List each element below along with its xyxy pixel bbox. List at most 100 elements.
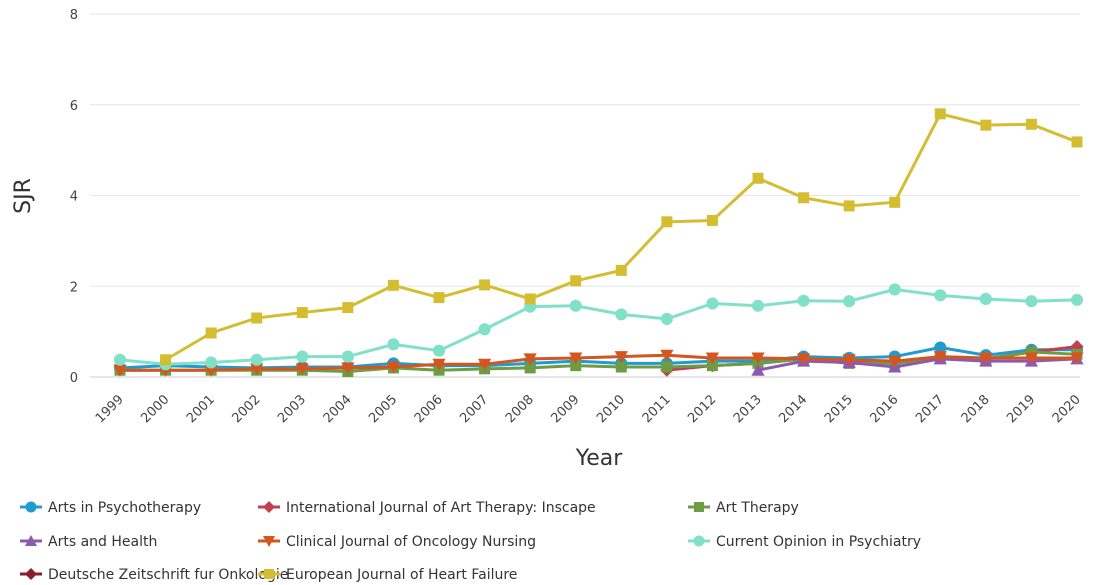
data-point[interactable] [570, 275, 582, 287]
legend-item[interactable]: Arts in Psychotherapy [20, 500, 201, 516]
data-point[interactable] [705, 352, 720, 365]
data-point[interactable] [113, 353, 127, 366]
data-point[interactable] [979, 352, 993, 365]
x-tick-label: 2014 [776, 392, 810, 426]
data-point[interactable] [706, 214, 718, 226]
data-point[interactable] [843, 295, 856, 308]
legend-marker[interactable] [693, 535, 705, 547]
data-point[interactable] [204, 364, 218, 377]
data-point[interactable] [251, 312, 263, 324]
data-point[interactable] [660, 312, 673, 325]
data-point[interactable] [798, 192, 810, 204]
data-point[interactable] [523, 353, 537, 366]
y-tick-label: 2 [70, 280, 78, 295]
data-point[interactable] [387, 338, 400, 351]
legend-item[interactable]: Deutsche Zeitschrift fur Onkologie [20, 567, 288, 583]
data-point[interactable] [1071, 136, 1083, 148]
data-point[interactable] [432, 344, 446, 357]
data-point[interactable] [432, 358, 446, 371]
data-point[interactable] [296, 350, 309, 363]
data-point[interactable] [433, 292, 445, 304]
data-point[interactable] [1070, 352, 1084, 365]
data-point[interactable] [387, 279, 399, 291]
legend-item[interactable]: Clinical Journal of Oncology Nursing [258, 534, 536, 550]
data-point[interactable] [615, 361, 627, 373]
data-point[interactable] [706, 360, 718, 372]
x-tick-label: 2015 [822, 392, 856, 426]
data-point[interactable] [1025, 346, 1037, 358]
y-tick-label: 6 [70, 99, 78, 114]
data-point[interactable] [478, 323, 491, 336]
data-point[interactable] [752, 172, 764, 184]
data-point[interactable] [113, 364, 127, 377]
data-point[interactable] [934, 108, 946, 120]
legend-item[interactable]: Current Opinion in Psychiatry [688, 534, 921, 550]
data-point[interactable] [934, 341, 947, 354]
x-tick-label: 2012 [685, 392, 719, 426]
data-point[interactable] [341, 362, 355, 375]
data-point[interactable] [296, 307, 308, 319]
data-point[interactable] [843, 200, 855, 212]
legend-marker[interactable] [25, 535, 37, 546]
data-point[interactable] [661, 216, 673, 228]
legend-marker[interactable] [25, 501, 37, 513]
data-point[interactable] [524, 293, 536, 305]
data-point[interactable] [615, 308, 628, 321]
x-tick-label: 1999 [93, 392, 127, 426]
data-point[interactable] [888, 283, 901, 296]
data-point[interactable] [524, 362, 536, 374]
data-point[interactable] [1070, 339, 1084, 354]
data-point[interactable] [386, 361, 401, 374]
x-tick-label: 2013 [731, 392, 765, 426]
data-point[interactable] [614, 351, 628, 364]
data-point[interactable] [842, 354, 856, 367]
data-point[interactable] [479, 279, 491, 291]
legend-item[interactable]: European Journal of Heart Failure [258, 567, 517, 583]
x-tick-label: 2005 [366, 392, 400, 426]
data-point[interactable] [1025, 118, 1037, 130]
data-point[interactable] [797, 294, 810, 307]
y-tick-label: 4 [70, 190, 78, 205]
data-point[interactable] [888, 355, 902, 368]
legend-item[interactable]: Art Therapy [688, 500, 799, 516]
data-point[interactable] [889, 196, 901, 208]
data-point[interactable] [751, 352, 765, 365]
data-point[interactable] [661, 361, 673, 373]
legend-label: European Journal of Heart Failure [286, 567, 517, 583]
data-point[interactable] [477, 358, 492, 371]
data-point[interactable] [205, 327, 217, 339]
legend-marker[interactable] [694, 502, 704, 512]
legend-item[interactable]: Arts and Health [20, 534, 157, 550]
data-point[interactable] [295, 363, 309, 376]
data-point[interactable] [250, 363, 264, 376]
data-point[interactable] [980, 119, 992, 131]
data-point[interactable] [934, 289, 947, 302]
data-point[interactable] [342, 302, 354, 314]
data-point[interactable] [569, 352, 583, 365]
data-point[interactable] [796, 353, 811, 366]
legend-marker[interactable] [263, 501, 275, 513]
data-point[interactable] [569, 299, 582, 312]
data-point[interactable] [1025, 295, 1038, 308]
legend-label: Current Opinion in Psychiatry [716, 534, 921, 550]
data-point[interactable] [660, 349, 674, 362]
data-point[interactable] [341, 350, 354, 363]
legend-item[interactable]: International Journal of Art Therapy: In… [258, 500, 596, 516]
x-tick-label: 2020 [1050, 392, 1084, 426]
data-point[interactable] [751, 363, 765, 376]
data-point[interactable] [751, 299, 765, 312]
data-point[interactable] [160, 354, 172, 366]
data-point[interactable] [706, 297, 719, 310]
data-point[interactable] [250, 353, 263, 366]
data-point[interactable] [1070, 293, 1084, 306]
data-point[interactable] [933, 351, 947, 364]
legend-marker[interactable] [264, 569, 274, 579]
data-point[interactable] [570, 360, 582, 372]
legend-label: Deutsche Zeitschrift fur Onkologie [48, 567, 288, 583]
legend-marker[interactable] [25, 568, 37, 580]
data-point[interactable] [615, 264, 627, 276]
data-point[interactable] [1024, 352, 1039, 365]
legend-marker[interactable] [263, 536, 275, 547]
data-point[interactable] [979, 292, 992, 306]
data-point[interactable] [205, 356, 218, 369]
